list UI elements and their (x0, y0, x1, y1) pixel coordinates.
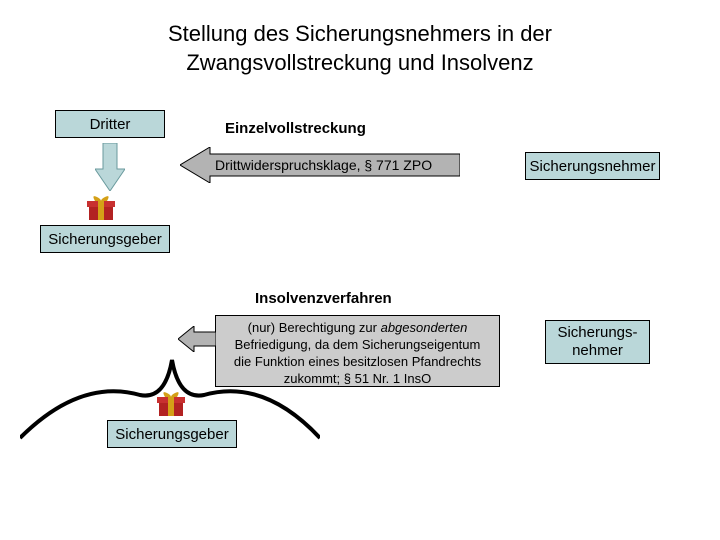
box-sicherungsnehmer-2: Sicherungs- nehmer (545, 320, 650, 364)
section1-heading: Einzelvollstreckung (225, 120, 366, 137)
page-title: Stellung des Sicherungsnehmers in der Zw… (0, 20, 720, 77)
gray-italic: abgesonderten (381, 320, 468, 335)
title-line2: Zwangsvollstreckung und Insolvenz (186, 50, 533, 75)
gift-icon-2 (155, 390, 187, 418)
gift-icon-1 (85, 194, 117, 222)
box-sicherungsgeber-1: Sicherungsgeber (40, 225, 170, 253)
box-sicherungsgeber-1-label: Sicherungsgeber (48, 231, 161, 248)
box-sicherungsgeber-2: Sicherungsgeber (107, 420, 237, 448)
gray-l1: (nur) Berechtigung zur (248, 320, 381, 335)
title-line1: Stellung des Sicherungsnehmers in der (168, 21, 552, 46)
section1-heading-text: Einzelvollstreckung (225, 120, 366, 137)
arrow1-label: Drittwiderspruchsklage, § 771 ZPO (215, 157, 432, 173)
box-dritter: Dritter (55, 110, 165, 138)
box-dritter-label: Dritter (90, 116, 131, 133)
box-sn2-l2: nehmer (572, 342, 623, 360)
down-arrow-icon (95, 143, 125, 191)
box-sicherungsgeber-2-label: Sicherungsgeber (115, 426, 228, 443)
box-sicherungsnehmer-1-label: Sicherungsnehmer (530, 158, 656, 175)
box-sn2-l1: Sicherungs- (557, 324, 637, 342)
small-arrow-icon (178, 326, 216, 352)
section2-heading: Insolvenzverfahren (255, 290, 392, 307)
arrow1-label-text: Drittwiderspruchsklage, § 771 ZPO (215, 157, 432, 173)
section2-heading-text: Insolvenzverfahren (255, 290, 392, 307)
box-sicherungsnehmer-1: Sicherungsnehmer (525, 152, 660, 180)
